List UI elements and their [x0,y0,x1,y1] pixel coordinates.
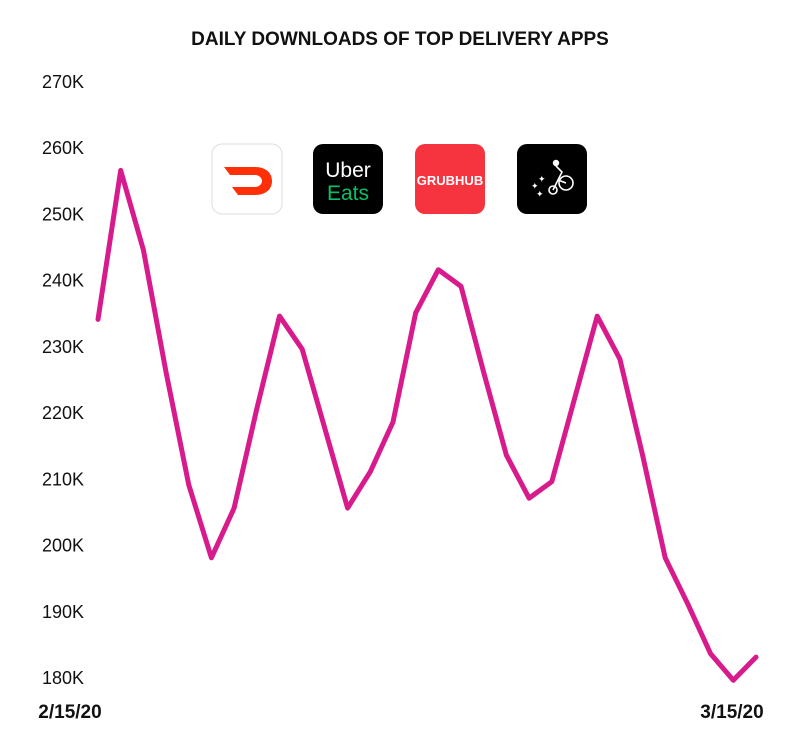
uber-eats-line1: Uber [325,159,371,182]
x-axis-ticks: 2/15/20 3/15/20 [38,702,763,723]
data-points [97,170,757,681]
y-tick-label: 220K [42,403,84,423]
uber-eats-logo: Uber Eats [313,144,383,214]
y-axis-ticks: 270K 260K 250K 240K 230K 220K 210K 200K 190K 180K [42,72,84,688]
downloads-line [95,167,759,683]
svg-text:✦: ✦ [536,190,544,200]
chart-title: DAILY DOWNLOADS OF TOP DELIVERY APPS [191,29,609,50]
postmates-stars-icon: ✦ ✦ ✦ [531,175,546,200]
x-tick-label-end: 3/15/20 [700,702,763,723]
y-tick-label: 200K [42,536,84,556]
y-tick-label: 230K [42,337,84,357]
y-tick-label: 210K [42,469,84,489]
doordash-logo [211,143,283,215]
svg-text:✦: ✦ [538,175,546,185]
y-tick-label: 250K [42,204,84,224]
svg-text:✦: ✦ [531,182,539,192]
app-logos: Uber Eats GRUBHUB ✦ ✦ ✦ [211,143,587,215]
y-tick-label: 190K [42,602,84,622]
y-tick-label: 260K [42,138,84,158]
uber-eats-line2: Eats [327,182,369,205]
grubhub-logo: GRUBHUB [415,144,485,214]
postmates-rider-icon [548,159,574,195]
postmates-logo: ✦ ✦ ✦ [517,144,587,214]
y-tick-label: 240K [42,271,84,291]
doordash-icon [224,167,272,195]
y-tick-label: 180K [42,668,84,688]
grubhub-text: GRUBHUB [417,173,483,188]
x-tick-label-start: 2/15/20 [38,702,101,723]
y-tick-label: 270K [42,72,84,92]
